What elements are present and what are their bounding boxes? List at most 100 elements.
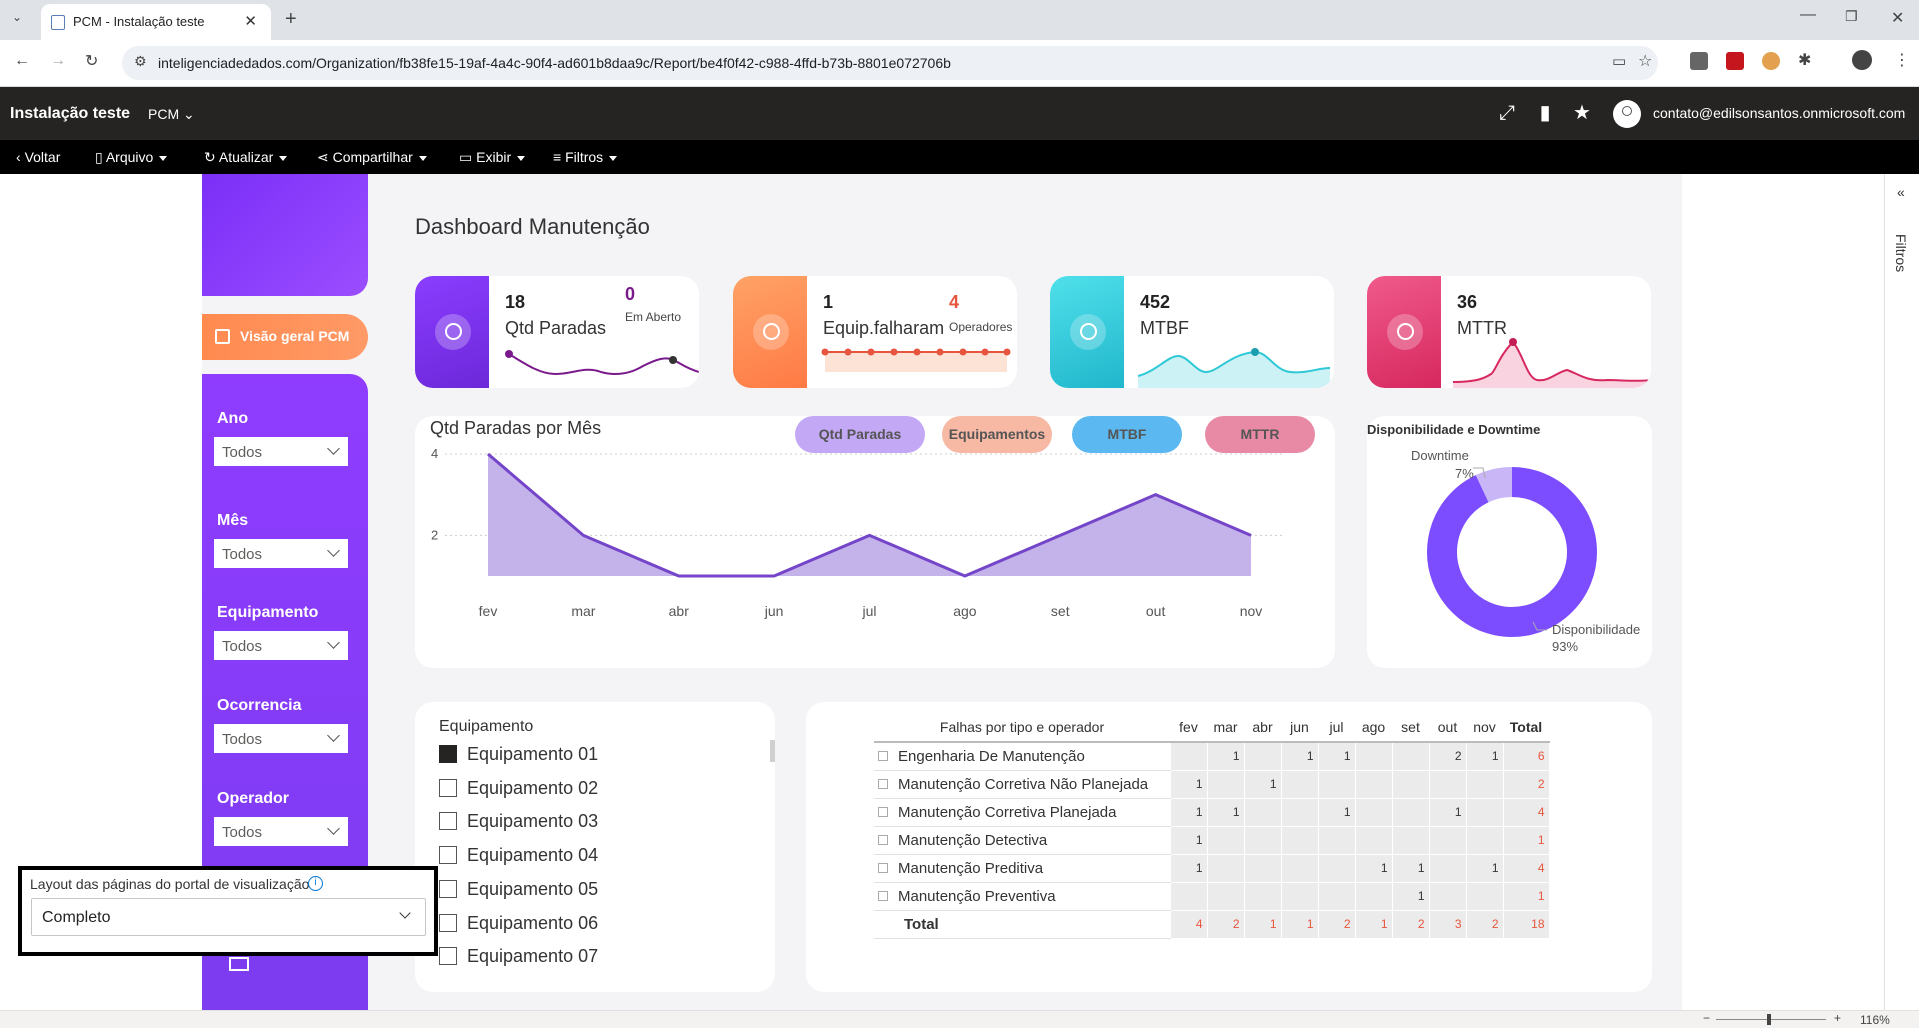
matrix-cell[interactable] — [1391, 741, 1430, 771]
matrix-cell[interactable]: 2 — [1465, 909, 1504, 939]
matrix-cell[interactable]: 1 — [1354, 853, 1393, 883]
matrix-cell[interactable]: 1 — [1465, 741, 1504, 771]
matrix-cell[interactable] — [1465, 881, 1504, 911]
matrix-cell[interactable]: 1 — [1317, 797, 1356, 827]
zoom-out-icon[interactable]: − — [1703, 1011, 1711, 1025]
matrix-cell[interactable] — [1428, 853, 1467, 883]
matrix-cell[interactable]: 1 — [1502, 881, 1550, 911]
matrix-column-header[interactable]: mar — [1207, 712, 1244, 743]
address-bar[interactable]: ⚙ inteligenciadedados.com/Organization/f… — [122, 46, 1658, 80]
extension-orange-icon[interactable] — [1762, 52, 1780, 70]
expand-row-icon[interactable] — [878, 834, 888, 845]
matrix-cell[interactable] — [1206, 853, 1245, 883]
matrix-cell[interactable]: 1 — [1317, 741, 1356, 771]
matrix-cell[interactable]: 2 — [1317, 909, 1356, 939]
matrix-cell[interactable] — [1428, 881, 1467, 911]
matrix-cell[interactable] — [1169, 741, 1208, 771]
refresh-menu-button[interactable]: ↻ Atualizar — [204, 149, 288, 166]
matrix-cell[interactable] — [1465, 769, 1504, 799]
zoom-slider[interactable] — [1716, 1019, 1826, 1020]
matrix-cell[interactable]: 1 — [1354, 909, 1393, 939]
checkbox[interactable] — [439, 812, 457, 831]
info-icon[interactable]: i — [308, 876, 323, 891]
matrix-cell[interactable] — [1354, 769, 1393, 799]
data-point[interactable] — [673, 570, 685, 582]
data-point[interactable] — [959, 570, 971, 582]
filter-operador-dropdown[interactable]: Todos — [214, 817, 348, 846]
matrix-cell[interactable]: 1 — [1206, 741, 1245, 771]
browser-tab[interactable]: PCM - Instalação teste ✕ — [41, 4, 271, 40]
tab-search-icon[interactable]: ⌄ — [12, 10, 23, 24]
matrix-cell[interactable]: 2 — [1391, 909, 1430, 939]
matrix-cell[interactable] — [1428, 825, 1467, 855]
matrix-cell[interactable] — [1206, 881, 1245, 911]
matrix-cell[interactable]: 1 — [1243, 909, 1282, 939]
back-icon[interactable]: ← — [14, 52, 30, 69]
matrix-cell[interactable]: 6 — [1502, 741, 1550, 771]
user-email[interactable]: contato@edilsonsantos.onmicrosoft.com — [1653, 105, 1906, 121]
matrix-cell[interactable] — [1391, 797, 1430, 827]
matrix-column-header[interactable]: abr — [1244, 712, 1281, 743]
expand-chevron-icon[interactable]: « — [1897, 184, 1905, 200]
matrix-cell[interactable]: 1 — [1206, 797, 1245, 827]
window-close-icon[interactable]: ✕ — [1891, 10, 1905, 27]
matrix-cell[interactable] — [1317, 853, 1356, 883]
matrix-column-header[interactable]: ago — [1355, 712, 1392, 743]
chart-pill-button[interactable]: Equipamentos — [942, 416, 1052, 453]
matrix-column-header[interactable]: jun — [1281, 712, 1318, 743]
expand-row-icon[interactable] — [878, 890, 888, 901]
matrix-cell[interactable]: 1 — [1391, 853, 1430, 883]
matrix-cell[interactable]: 2 — [1502, 769, 1550, 799]
slicer-scrollbar[interactable] — [770, 740, 775, 762]
back-button[interactable]: ‹ Voltar — [16, 149, 60, 165]
data-point[interactable] — [768, 570, 780, 582]
matrix-cell[interactable] — [1280, 881, 1319, 911]
kpi-card-paradas[interactable]: 18 Qtd Paradas 0 Em Aberto — [415, 276, 699, 388]
extension-devtools-icon[interactable] — [1690, 52, 1708, 70]
table-icon[interactable] — [229, 957, 249, 971]
matrix-cell[interactable]: 18 — [1502, 909, 1550, 939]
matrix-column-header[interactable]: out — [1429, 712, 1466, 743]
data-point[interactable] — [1150, 489, 1162, 501]
matrix-cell[interactable] — [1317, 769, 1356, 799]
kpi-card-equipamentos[interactable]: 1 Equip.falharam 4 Operadores — [733, 276, 1017, 388]
expand-row-icon[interactable] — [878, 806, 888, 817]
matrix-cell[interactable] — [1354, 741, 1393, 771]
checkbox[interactable] — [439, 913, 457, 932]
expand-row-icon[interactable] — [878, 862, 888, 873]
matrix-cell[interactable]: 4 — [1169, 909, 1208, 939]
site-info-icon[interactable]: ⚙ — [134, 53, 147, 69]
reload-icon[interactable]: ↻ — [85, 53, 99, 70]
matrix-cell[interactable]: 1 — [1169, 769, 1208, 799]
matrix-cell[interactable]: 1 — [1169, 853, 1208, 883]
matrix-cell[interactable]: 1 — [1465, 853, 1504, 883]
data-point[interactable] — [482, 448, 494, 460]
matrix-cell[interactable] — [1280, 853, 1319, 883]
zoom-in-icon[interactable]: + — [1834, 1011, 1842, 1025]
filters-menu-button[interactable]: ≡ Filtros — [553, 149, 618, 165]
matrix-cell[interactable] — [1391, 769, 1430, 799]
extension-red-icon[interactable] — [1726, 52, 1744, 70]
matrix-column-header[interactable]: Total — [1503, 712, 1549, 743]
checkbox[interactable] — [439, 778, 457, 797]
matrix-cell[interactable] — [1206, 769, 1245, 799]
filter-ocorrencia-dropdown[interactable]: Todos — [214, 724, 348, 753]
data-point[interactable] — [1054, 529, 1066, 541]
zoom-level[interactable]: 116% — [1860, 1013, 1890, 1027]
new-tab-icon[interactable]: + — [285, 8, 297, 30]
pane-toggle-icon[interactable]: ▮ — [1539, 102, 1551, 124]
expand-row-icon[interactable] — [878, 750, 888, 761]
matrix-cell[interactable] — [1169, 881, 1208, 911]
filter-mes-dropdown[interactable]: Todos — [214, 539, 348, 568]
matrix-cell[interactable] — [1280, 797, 1319, 827]
expand-row-icon[interactable] — [878, 778, 888, 789]
donut-slice[interactable] — [1475, 467, 1513, 503]
data-point[interactable] — [1245, 529, 1257, 541]
checkbox[interactable] — [439, 846, 457, 865]
matrix-cell[interactable] — [1354, 881, 1393, 911]
matrix-cell[interactable] — [1428, 769, 1467, 799]
matrix-cell[interactable] — [1317, 825, 1356, 855]
matrix-cell[interactable]: 1 — [1280, 741, 1319, 771]
profile-avatar-icon[interactable] — [1852, 50, 1872, 70]
install-app-icon[interactable]: ▭ — [1612, 53, 1627, 70]
